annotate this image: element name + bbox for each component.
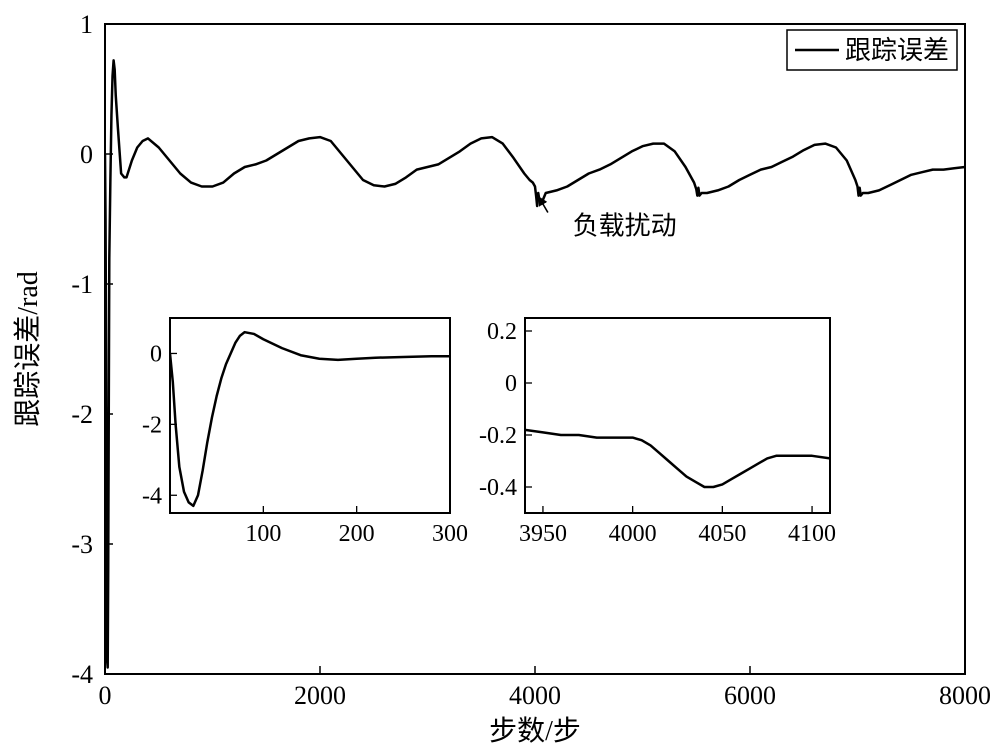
chart-svg: 02000400060008000-4-3-2-101步数/步跟踪误差/rad跟… [0, 0, 1000, 744]
annotation-text: 负载扰动 [573, 212, 677, 241]
inset1-ytick-label: 0 [150, 341, 162, 367]
inset1-xtick-label: 200 [339, 521, 375, 547]
inset2-ytick-label: -0.2 [479, 423, 517, 449]
main-ytick-label: 1 [80, 10, 93, 39]
main-xlabel: 步数/步 [489, 715, 581, 744]
chart-container: 02000400060008000-4-3-2-101步数/步跟踪误差/rad跟… [0, 0, 1000, 744]
inset1-ytick-label: -2 [142, 412, 162, 438]
main-xtick-label: 6000 [724, 681, 776, 710]
inset2-ytick-label: 0 [505, 371, 517, 397]
main-xtick-label: 0 [99, 681, 112, 710]
main-ytick-label: -4 [71, 660, 93, 689]
main-xtick-label: 4000 [509, 681, 561, 710]
inset2-xtick-label: 3950 [519, 521, 567, 547]
main-ytick-label: 0 [80, 140, 93, 169]
inset2-ytick-label: 0.2 [487, 319, 517, 345]
inset1-xtick-label: 100 [245, 521, 281, 547]
inset1-xtick-label: 300 [432, 521, 468, 547]
inset2-xtick-label: 4000 [609, 521, 657, 547]
inset2-ytick-label: -0.4 [479, 475, 517, 501]
main-xtick-label: 8000 [939, 681, 991, 710]
inset2-xtick-label: 4050 [698, 521, 746, 547]
inset1-ytick-label: -4 [142, 483, 162, 509]
legend-label: 跟踪误差 [845, 36, 949, 65]
main-ytick-label: -3 [71, 530, 93, 559]
main-ytick-label: -2 [71, 400, 93, 429]
main-ytick-label: -1 [71, 270, 93, 299]
main-ylabel: 跟踪误差/rad [12, 271, 44, 427]
inset2-xtick-label: 4100 [788, 521, 836, 547]
main-xtick-label: 2000 [294, 681, 346, 710]
